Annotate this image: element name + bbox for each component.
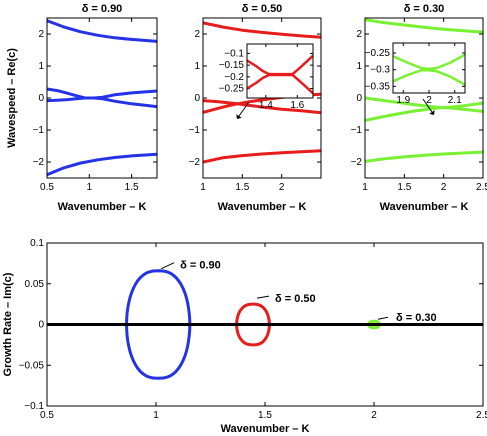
dispersion-curve-4: [365, 150, 483, 163]
x-tick-label: 2: [441, 182, 447, 193]
inset: 1.4 1.6 −0.1−0.15−0.2−0.25: [219, 43, 314, 111]
series-label-leader: [377, 316, 389, 320]
x-tick-label: 2: [279, 182, 285, 193]
y-tick-label: −0.1: [24, 401, 44, 412]
y-tick-label: 0.05: [25, 279, 45, 290]
panel-title: δ = 0.50: [242, 3, 283, 15]
inset-series-group: [393, 53, 465, 86]
y-tick-label: −1: [351, 125, 363, 136]
inset-curve-2: [393, 69, 465, 86]
inset-arrow-head: [236, 114, 242, 119]
dispersion-curve-1: [203, 21, 321, 39]
x-tick-label: 1: [362, 182, 368, 193]
x-tick-label: 1: [153, 410, 159, 421]
inset-frame: [246, 43, 314, 99]
inset-arrow-head: [429, 110, 435, 115]
inset-frame: [392, 42, 466, 94]
y-tick-label: −1: [189, 125, 201, 136]
series-group: [203, 21, 321, 164]
y-tick-label: 1: [356, 61, 362, 72]
x-tick-label: 1: [87, 182, 93, 193]
y-tick-label: 0: [356, 93, 362, 104]
y-tick-label: −2: [189, 157, 201, 168]
y-tick-label: 2: [194, 29, 200, 40]
x-tick-label: 1.5: [258, 410, 272, 421]
inset-arrow-line: [238, 101, 250, 117]
y-tick-label: −2: [351, 157, 363, 168]
y-tick-label: 0: [38, 93, 44, 104]
y-tick-label: 2: [356, 29, 362, 40]
x-tick-label: 1.6: [290, 100, 304, 111]
inset-background: [247, 44, 313, 98]
y-tick-label: −0.2: [224, 72, 244, 83]
series-group: [365, 18, 483, 163]
x-tick-label: 2: [371, 410, 377, 421]
y-tick-label: −0.25: [365, 48, 391, 59]
x-axis-label: Wavenumber – K: [58, 201, 147, 213]
y-tick-label: −2: [33, 157, 45, 168]
inset-series-group: [247, 54, 313, 95]
x-tick-label: 0.5: [40, 410, 54, 421]
x-tick-label: 2.5: [476, 182, 487, 193]
x-tick-label: 0.5: [40, 182, 54, 193]
dispersion-curve-4: [203, 149, 321, 164]
x-tick-label: 1.5: [235, 182, 249, 193]
dispersion-curve-4: [47, 152, 157, 177]
dispersion-curve-1: [365, 18, 483, 34]
inset-curve-2: [247, 73, 313, 95]
y-tick-label: 1: [194, 61, 200, 72]
series-group: [47, 19, 157, 177]
y-tick-label: −0.1: [224, 48, 244, 59]
panel-title: δ = 0.30: [404, 3, 445, 15]
x-tick-label: 1.5: [397, 182, 411, 193]
series-label-leader: [256, 295, 270, 299]
panel-growth-rate: 0.5 1 1.5 2 2.5 −0.1 −0.05 0 0.05 0.1 δ = 0.90 δ = …: [2, 238, 487, 435]
dispersion-curve-3: [47, 96, 157, 109]
x-tick-label: 1.4: [259, 100, 273, 111]
y-tick-label: −0.25: [219, 84, 245, 95]
y-tick-label: −0.35: [365, 81, 391, 92]
series-label: δ = 0.50: [275, 293, 316, 305]
plot-frame: [46, 242, 484, 407]
plot-frame: [202, 17, 322, 179]
dispersion-curve-3: [365, 96, 483, 113]
panel-delta-030: 1 1.5 2 2.5 −2 −1 0 1 2 δ = 0.30 Wavenumber – K 1.9…: [351, 3, 487, 213]
panel-delta-090: 0.5 1 1.5 −2 −1 0 1 2 δ = 0.90 Wavenumber – K Wave…: [6, 3, 158, 213]
x-tick-label: 1.9: [396, 95, 410, 106]
x-tick-label: 2: [426, 95, 432, 106]
x-tick-label: 1.5: [125, 182, 139, 193]
y-axis-label: Wavespeed – Re(c): [6, 48, 18, 148]
plot-frame: [364, 17, 484, 179]
dispersion-curve-1: [47, 19, 157, 43]
y-axis-label: Growth Rate – Im(c): [2, 272, 14, 376]
x-axis-label: Wavenumber – K: [221, 423, 310, 435]
inset: 1.9 2 2.1 −0.25 −0.3 −0.35: [365, 42, 466, 106]
dispersion-curve-2: [47, 87, 157, 100]
x-tick-label: 2.5: [476, 410, 487, 421]
series-label-leader: [160, 262, 175, 270]
y-tick-label: −1: [33, 125, 45, 136]
y-tick-label: −0.05: [19, 360, 45, 371]
series-label: δ = 0.30: [396, 312, 437, 324]
x-axis-label: Wavenumber – K: [218, 201, 307, 213]
series-label: δ = 0.90: [180, 260, 221, 272]
y-tick-label: −0.3: [370, 65, 390, 76]
x-tick-label: 1: [200, 182, 206, 193]
y-tick-label: 2: [38, 29, 44, 40]
y-tick-label: −0.15: [219, 60, 245, 71]
y-tick-label: 0: [38, 320, 44, 331]
inset-arrow-line: [422, 98, 433, 113]
x-axis-label: Wavenumber – K: [380, 201, 469, 213]
panel-title: δ = 0.90: [82, 3, 123, 15]
y-tick-label: 1: [38, 61, 44, 72]
panel-delta-050: 1 1.5 2 −2 −1 0 1 2 δ = 0.50 Wavenumber – K 1.4 1.6…: [189, 3, 322, 213]
plot-frame: [46, 17, 158, 179]
y-tick-label: 0: [194, 93, 200, 104]
inset-curve-1: [393, 53, 465, 71]
y-tick-label: 0.1: [30, 238, 44, 249]
x-tick-label: 2.1: [448, 95, 462, 106]
